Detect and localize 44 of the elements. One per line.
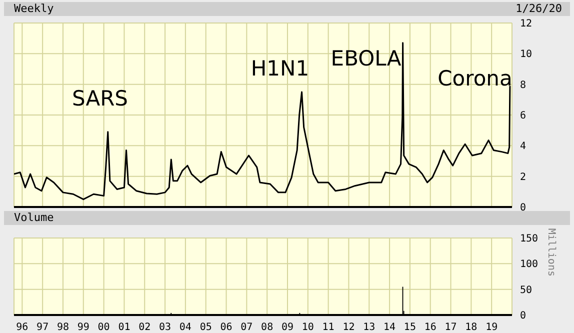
x-tick-label: 15 [404,322,416,333]
y-tick-label: 10 [520,49,532,60]
x-tick-label: 02 [138,322,151,333]
chart-title: Volume [14,211,54,224]
annotation: SARS [72,86,128,111]
x-tick-label: 00 [98,322,110,333]
x-tick-label: 06 [220,322,232,333]
y-tick-label: 12 [520,18,532,30]
y-tick-label: 2 [520,172,526,183]
x-tick-label: 04 [179,322,192,333]
x-tick-label: 16 [424,322,436,333]
annotation: EBOLA [330,46,402,71]
text: 1/26/20 [516,2,562,16]
line-series [14,42,511,200]
x-tick-label: 05 [200,322,212,333]
x-tick-label: 14 [384,322,396,333]
x-tick-label: 11 [322,322,334,333]
x-tick-label: 01 [118,322,130,333]
x-tick-label: 19 [486,322,498,333]
annotation: H1N1 [250,56,310,81]
y-tick-label: 0 [520,310,526,322]
chart-title: Weekly [14,2,54,15]
x-tick-label: 97 [36,322,49,333]
x-tick-label: 18 [465,322,478,333]
x-tick-label: 17 [444,322,457,333]
x-tick-label: 03 [159,322,172,333]
x-tick-label: 12 [342,322,355,333]
y-tick-label: 0 [520,202,526,214]
x-tick-label: 10 [302,322,314,333]
x-tick-label: 13 [363,322,376,333]
x-tick-label: 09 [281,322,294,333]
y-tick-label: 6 [520,110,526,122]
y-tick-label: 100 [520,259,538,270]
x-tick-label: 96 [16,322,28,333]
y-tick-label: 150 [520,234,538,245]
y-tick-label: 4 [520,141,526,152]
y-tick-label: 8 [520,80,526,91]
y-axis-title: Millions [545,228,556,276]
x-tick-label: 08 [261,322,274,333]
x-tick-label: 98 [56,322,70,333]
x-tick-label: 07 [240,322,253,333]
x-tick-label: 99 [77,322,90,333]
y-tick-label: 50 [520,284,532,296]
annotation: Corona [438,66,512,91]
